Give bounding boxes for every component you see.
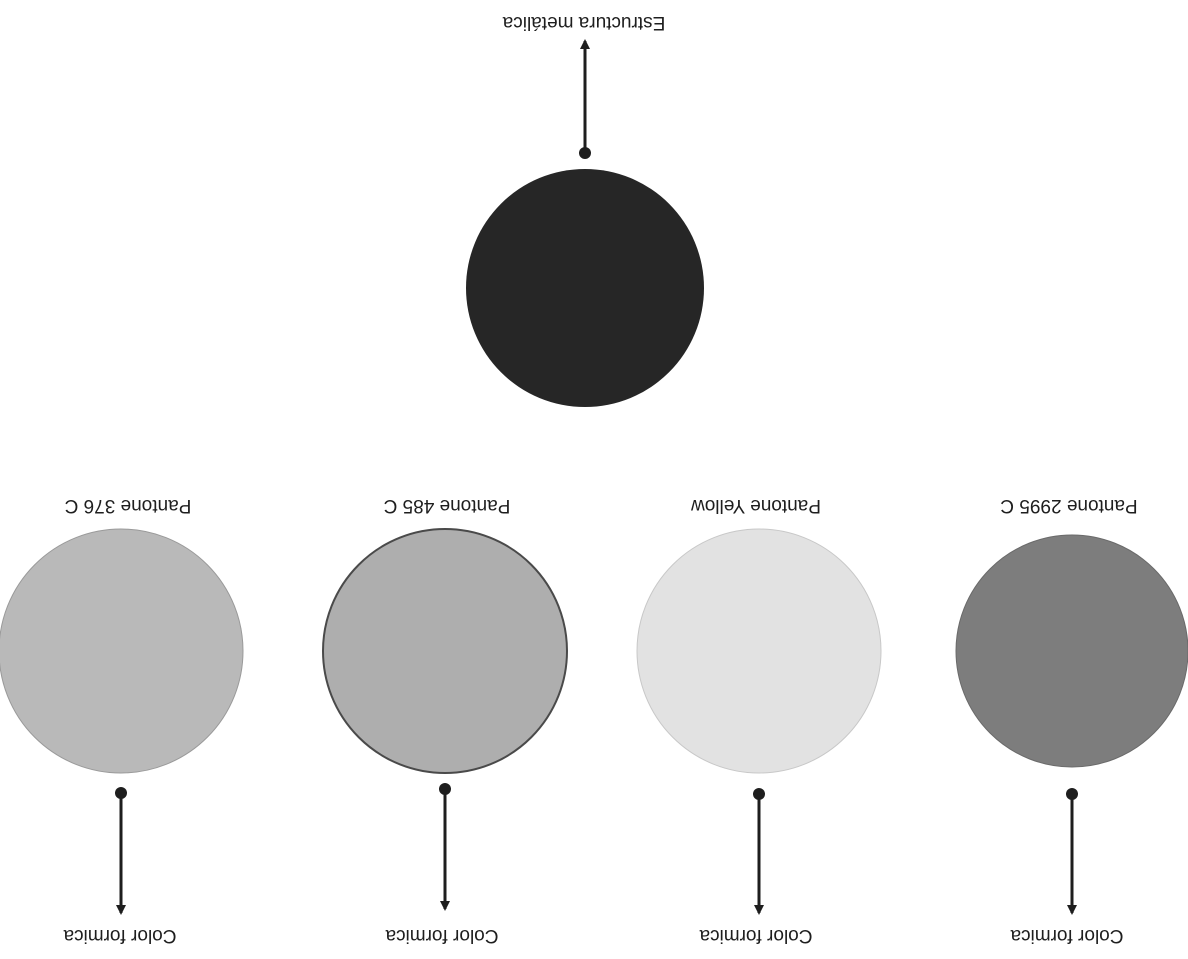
swatch-circle-pantone-2995c <box>955 534 1188 768</box>
structure-arrow-dot <box>579 147 591 159</box>
swatch-caption-485c: Color formica <box>385 925 499 946</box>
swatch-pantone-label-yellow: Pantone Yellow <box>691 495 821 516</box>
swatch-caption-yellow: Color formica <box>699 925 813 946</box>
swatch-caption-2995c: Color formica <box>1010 925 1124 946</box>
swatch-circle-pantone-376c <box>0 528 244 774</box>
swatch-arrow-dot-pantone-485c <box>439 783 451 795</box>
swatch-arrow-dot-pantone-yellow <box>753 788 765 800</box>
swatch-arrow-dot-pantone-376c <box>115 787 127 799</box>
swatch-circle-pantone-485c <box>322 528 568 774</box>
swatch-arrow-dot-pantone-2995c <box>1066 788 1078 800</box>
swatch-pantone-label-485c: Pantone 485 C <box>383 495 511 516</box>
swatch-pantone-label-2995c: Pantone 2995 C <box>1000 495 1138 516</box>
structure-color-circle <box>466 169 704 407</box>
swatch-circle-pantone-yellow <box>636 528 882 774</box>
swatch-caption-376c: Color formica <box>63 925 177 946</box>
structure-label: Estructura metálica <box>502 12 666 33</box>
swatch-pantone-label-376c: Pantone 376 C <box>64 495 192 516</box>
